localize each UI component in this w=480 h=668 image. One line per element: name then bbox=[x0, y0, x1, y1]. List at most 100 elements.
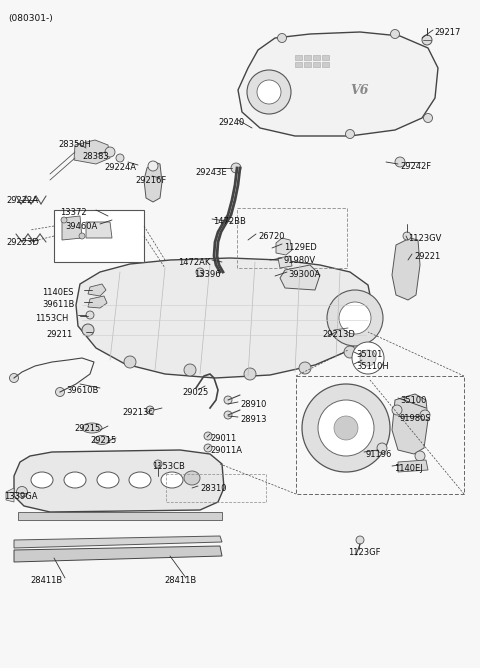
Circle shape bbox=[415, 451, 425, 461]
Text: 91980V: 91980V bbox=[284, 256, 316, 265]
Text: (080301-): (080301-) bbox=[8, 14, 53, 23]
Circle shape bbox=[184, 364, 196, 376]
Circle shape bbox=[204, 432, 212, 440]
Text: 29213C: 29213C bbox=[122, 408, 154, 417]
Circle shape bbox=[334, 416, 358, 440]
Polygon shape bbox=[6, 488, 14, 502]
Ellipse shape bbox=[64, 472, 86, 488]
Ellipse shape bbox=[97, 472, 119, 488]
Bar bbox=[295, 55, 302, 60]
Circle shape bbox=[377, 443, 387, 453]
Circle shape bbox=[352, 342, 384, 374]
Circle shape bbox=[257, 80, 281, 104]
Text: 29215: 29215 bbox=[74, 424, 100, 433]
Bar bbox=[18, 512, 222, 520]
Circle shape bbox=[299, 362, 311, 374]
Text: 39611B: 39611B bbox=[42, 300, 74, 309]
Bar bbox=[296, 376, 464, 494]
Circle shape bbox=[148, 161, 158, 171]
Polygon shape bbox=[88, 296, 107, 308]
Polygon shape bbox=[278, 256, 292, 268]
Circle shape bbox=[422, 35, 432, 45]
Circle shape bbox=[10, 373, 19, 383]
Text: 29221: 29221 bbox=[414, 252, 440, 261]
Circle shape bbox=[423, 114, 432, 122]
Circle shape bbox=[247, 70, 291, 114]
Polygon shape bbox=[392, 394, 428, 454]
Text: 1153CB: 1153CB bbox=[152, 462, 185, 471]
Circle shape bbox=[124, 356, 136, 368]
Polygon shape bbox=[392, 238, 420, 300]
Text: 29211: 29211 bbox=[46, 330, 72, 339]
Circle shape bbox=[224, 411, 232, 419]
Text: 13396: 13396 bbox=[194, 270, 221, 279]
Bar bbox=[237, 208, 347, 268]
Polygon shape bbox=[86, 222, 112, 238]
Bar bbox=[313, 55, 320, 60]
Text: 1153CH: 1153CH bbox=[35, 314, 68, 323]
Circle shape bbox=[79, 233, 85, 239]
Circle shape bbox=[231, 163, 241, 173]
Circle shape bbox=[196, 268, 204, 276]
Text: 39300A: 39300A bbox=[288, 270, 320, 279]
Circle shape bbox=[82, 324, 94, 336]
Text: 28350H: 28350H bbox=[58, 140, 91, 149]
Text: 29011: 29011 bbox=[210, 434, 236, 443]
Text: 29213D: 29213D bbox=[322, 330, 355, 339]
Circle shape bbox=[116, 154, 124, 162]
Text: 29025: 29025 bbox=[182, 388, 208, 397]
Ellipse shape bbox=[94, 436, 110, 444]
Text: 29242F: 29242F bbox=[400, 162, 431, 171]
Circle shape bbox=[327, 290, 383, 346]
Text: 91980S: 91980S bbox=[400, 414, 432, 423]
Polygon shape bbox=[276, 238, 292, 255]
Polygon shape bbox=[88, 284, 106, 296]
Polygon shape bbox=[74, 140, 110, 164]
Text: 35101: 35101 bbox=[356, 350, 383, 359]
Text: 35100: 35100 bbox=[400, 396, 426, 405]
Circle shape bbox=[302, 384, 390, 472]
Text: 29215: 29215 bbox=[90, 436, 116, 445]
Circle shape bbox=[346, 130, 355, 138]
Bar bbox=[166, 474, 266, 502]
Polygon shape bbox=[144, 162, 162, 202]
Text: 91196: 91196 bbox=[366, 450, 392, 459]
Text: 29222A: 29222A bbox=[6, 196, 38, 205]
Text: 28913: 28913 bbox=[240, 415, 266, 424]
Text: 1472AK: 1472AK bbox=[178, 258, 210, 267]
Ellipse shape bbox=[161, 472, 183, 488]
Text: 28910: 28910 bbox=[240, 400, 266, 409]
Text: 29240: 29240 bbox=[218, 118, 244, 127]
Circle shape bbox=[224, 396, 232, 404]
Circle shape bbox=[356, 536, 364, 544]
Bar bbox=[322, 55, 329, 60]
Polygon shape bbox=[62, 216, 82, 240]
Bar bbox=[322, 62, 329, 67]
Text: 29224A: 29224A bbox=[104, 163, 136, 172]
Text: 35110H: 35110H bbox=[356, 362, 389, 371]
Ellipse shape bbox=[184, 471, 200, 485]
Polygon shape bbox=[280, 265, 320, 290]
Circle shape bbox=[204, 444, 212, 452]
Text: 28411B: 28411B bbox=[164, 576, 196, 585]
Circle shape bbox=[420, 410, 430, 420]
Text: 29243E: 29243E bbox=[195, 168, 227, 177]
Circle shape bbox=[244, 368, 256, 380]
Circle shape bbox=[86, 311, 94, 319]
Ellipse shape bbox=[82, 423, 102, 433]
Text: 28383: 28383 bbox=[82, 152, 109, 161]
Text: 28310: 28310 bbox=[200, 484, 227, 493]
Text: 1123GV: 1123GV bbox=[408, 234, 442, 243]
Polygon shape bbox=[14, 536, 222, 548]
Polygon shape bbox=[76, 258, 372, 378]
Circle shape bbox=[61, 217, 67, 223]
Text: 1129ED: 1129ED bbox=[284, 243, 317, 252]
Bar bbox=[295, 62, 302, 67]
Text: 29223D: 29223D bbox=[6, 238, 39, 247]
Circle shape bbox=[56, 387, 64, 397]
Polygon shape bbox=[238, 32, 438, 136]
Polygon shape bbox=[14, 546, 222, 562]
Text: 39460A: 39460A bbox=[65, 222, 97, 231]
Circle shape bbox=[154, 460, 162, 468]
Circle shape bbox=[391, 29, 399, 39]
